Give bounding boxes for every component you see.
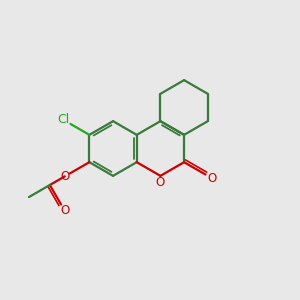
- Text: O: O: [156, 176, 165, 190]
- Text: O: O: [207, 172, 216, 184]
- Text: O: O: [60, 170, 69, 183]
- Text: Cl: Cl: [57, 113, 69, 126]
- Text: O: O: [60, 204, 69, 217]
